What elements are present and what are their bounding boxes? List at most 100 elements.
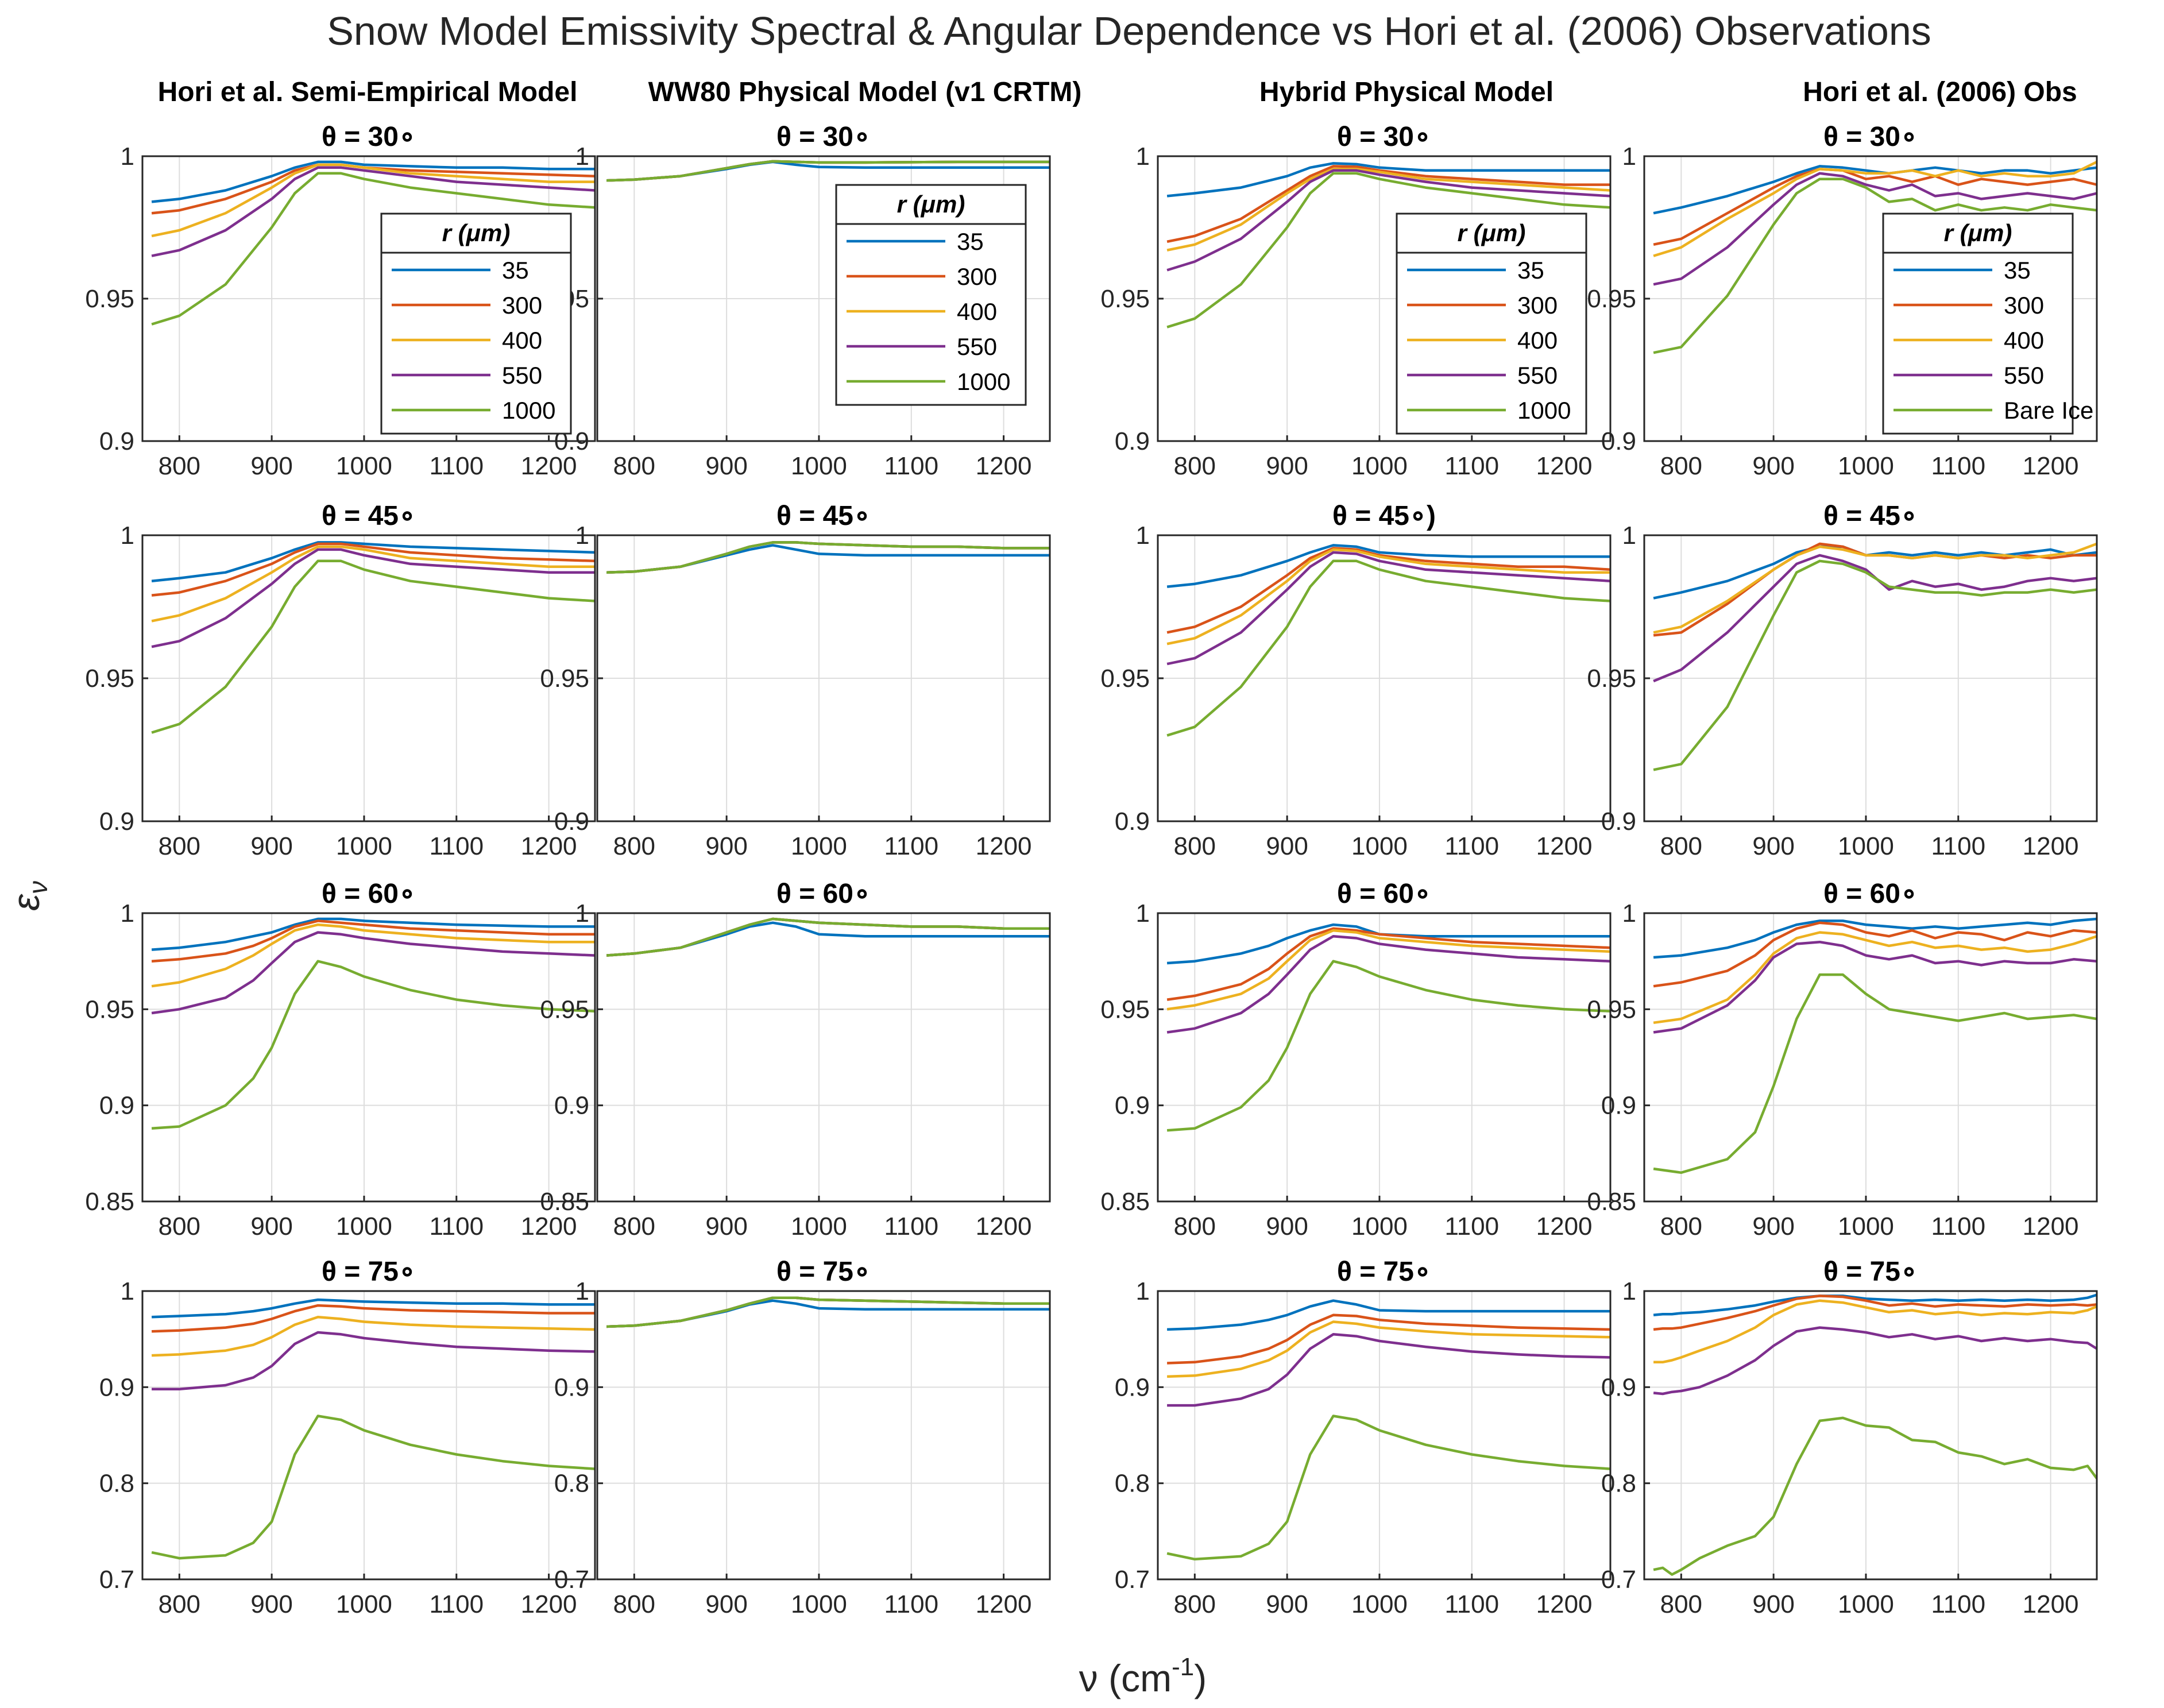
panel-r1c2-x-tick-label-4: 1200 xyxy=(1536,832,1593,860)
x-axis-label-superscript: -1 xyxy=(1172,1653,1194,1681)
panel-r2c1-series-1000 xyxy=(606,917,1050,957)
panel-r2c2-x-tick-label-0: 800 xyxy=(1174,1212,1216,1241)
panel-r3c3-series-550 xyxy=(1653,1326,2097,1396)
panel-r3c3-y-tick-label-1: 0.8 xyxy=(1601,1470,1636,1498)
panel-r1c1-x-tick-label-3: 1100 xyxy=(884,832,938,860)
panel-r3c1-x-tick-label-4: 1200 xyxy=(976,1590,1032,1618)
panel-r0c0-series-400 xyxy=(151,163,595,238)
panel-r0c1-legend-box xyxy=(835,184,1027,406)
panel-r3c3-title: θ = 75∘ xyxy=(1823,1257,1918,1287)
panel-r2c1-y-tick-label-3: 1 xyxy=(575,899,589,928)
panel-r1c0-x-tick-label-2: 1000 xyxy=(336,832,392,860)
panel-r0c3-x-tick-label-4: 1200 xyxy=(2023,452,2079,480)
panel-r0c0-series-35 xyxy=(151,160,595,203)
panel-r1c1-y-tick-label-0: 0.9 xyxy=(554,807,589,836)
legends-layer: r (μm) 35 300 400 550 1000 r (μm) 35 300 400 550 10… xyxy=(380,184,2093,435)
panel-r1c3-x-tick-label-3: 1100 xyxy=(1931,832,1985,860)
panel-r2c2-x-tick-label-1: 900 xyxy=(1266,1212,1308,1241)
panel-r3c2-y-tick-label-0: 0.7 xyxy=(1115,1566,1150,1594)
panel-r1c3-series-400 xyxy=(1653,542,2097,634)
panel-r2c0-x-tick-label-0: 800 xyxy=(159,1212,200,1241)
panel-r0c3-series-300 xyxy=(1653,168,2097,246)
panel-r2c2-y-tick-label-3: 1 xyxy=(1136,899,1150,928)
panel-r3c2-x-tick-label-2: 1000 xyxy=(1351,1590,1408,1618)
panel-r2c1-x-tick-label-0: 800 xyxy=(613,1212,655,1241)
panel-r0c3-x-tick-label-3: 1100 xyxy=(1931,452,1985,480)
panel-r3c2-y-tick-label-3: 1 xyxy=(1136,1277,1150,1305)
panel-r2c2-series-35 xyxy=(1166,923,1610,965)
panel-r0c2-legend: r (μm) 35 300 400 550 1000 xyxy=(1396,212,1587,435)
panel-r0c0-legend: r (μm) 35 300 400 550 1000 xyxy=(380,212,572,435)
panel-r0c2-series-550 xyxy=(1166,169,1610,272)
panel-r2c1-title: θ = 60∘ xyxy=(776,879,871,909)
panel-r3c0-axes-frame xyxy=(141,1290,596,1581)
panel-r0c2-series-400 xyxy=(1166,168,1610,252)
panel-r2c3-x-tick-label-2: 1000 xyxy=(1838,1212,1894,1241)
panel-r0c3-legend: r (μm) 35 300 400 550 Bare Ice xyxy=(1882,212,2093,435)
panel-r2c0-x-tick-label-2: 1000 xyxy=(336,1212,392,1241)
panel-r2c3-series-35 xyxy=(1653,917,2097,959)
panel-r0c3-y-tick-label-1: 0.95 xyxy=(1587,285,1636,313)
panel-r0c2-legend-label-4: 1000 xyxy=(1517,397,1571,424)
panel-r0c3-x-tick-label-0: 800 xyxy=(1660,452,1702,480)
panel-r1c1-title: θ = 45∘ xyxy=(776,501,871,531)
panel-r2c3-series-400 xyxy=(1653,931,2097,1025)
panel-r3c0-x-tick-label-3: 1100 xyxy=(429,1590,484,1618)
panel-r2c1-x-tick-label-4: 1200 xyxy=(976,1212,1032,1241)
panel-r3c0-y-tick-label-1: 0.8 xyxy=(99,1470,134,1498)
panel-r1c0-series-550 xyxy=(151,548,595,648)
panel-r3c2-y-tick-label-2: 0.9 xyxy=(1115,1373,1150,1401)
panel-r2c3-title: θ = 60∘ xyxy=(1823,879,1918,909)
panel-r1c0-x-tick-label-4: 1200 xyxy=(521,832,577,860)
panel-r2c2-series-550 xyxy=(1166,934,1610,1034)
panel-r2c0-x-tick-label-1: 900 xyxy=(250,1212,292,1241)
y-axis-label-subscript: ν xyxy=(23,881,53,894)
panel-r1c3-series-550 xyxy=(1653,554,2097,683)
panel-r3c0-series-35 xyxy=(152,1298,595,1319)
panel-r3c0-x-tick-label-4: 1200 xyxy=(521,1590,577,1618)
panel-r1c0-x-tick-label-3: 1100 xyxy=(429,832,484,860)
panel-r3c0-y-tick-label-3: 1 xyxy=(121,1277,134,1305)
panel-r1c1-y-tick-label-1: 0.95 xyxy=(540,664,589,693)
panel-r1c1-series-1000 xyxy=(606,541,1050,574)
panel-r3c3-x-tick-label-1: 900 xyxy=(1752,1590,1794,1618)
panel-r3c3-x-tick-label-2: 1000 xyxy=(1838,1590,1894,1618)
panel-r1c2-series-1000 xyxy=(1166,559,1610,737)
panel-r3c2-series-300 xyxy=(1167,1313,1610,1365)
panel-r2c3-series-300 xyxy=(1653,921,2097,988)
panel-r0c2-legend-label-1: 300 xyxy=(1517,292,1558,319)
panel-r0c2-y-tick-label-1: 0.95 xyxy=(1100,285,1150,313)
panel-r0c3-legend-label-0: 35 xyxy=(2004,257,2031,284)
panel-r2c1-x-tick-label-2: 1000 xyxy=(791,1212,847,1241)
panel-r0c1-x-tick-label-0: 800 xyxy=(613,452,655,480)
panel-r3c1-series-1000 xyxy=(606,1296,1050,1328)
panel-r0c1-legend-label-4: 1000 xyxy=(957,368,1010,395)
panel-r0c3-legend-title: r (μm) xyxy=(1944,219,2012,246)
panel-r2c2-y-tick-label-2: 0.95 xyxy=(1100,995,1150,1023)
panel-r1c3-y-tick-label-2: 1 xyxy=(1622,521,1636,550)
y-axis-label: εν xyxy=(5,881,53,911)
panel-r0c1-legend: r (μm) 35 300 400 550 1000 xyxy=(835,184,1027,406)
panel-r3c1-y-tick-label-1: 0.8 xyxy=(554,1470,589,1498)
panel-r3c3-x-tick-label-4: 1200 xyxy=(2023,1590,2079,1618)
panel-r0c2-title: θ = 30∘ xyxy=(1337,122,1431,152)
panel-r2c3-x-tick-label-3: 1100 xyxy=(1931,1212,1985,1241)
panel-r2c3-y-tick-label-3: 1 xyxy=(1622,899,1636,928)
panel-r2c0-series-1000 xyxy=(151,960,595,1130)
panel-r0c2-series-1000 xyxy=(1166,172,1610,329)
panel-r3c3-axes-frame xyxy=(1643,1290,2098,1581)
panel-r3c1-x-tick-label-3: 1100 xyxy=(884,1590,938,1618)
panel-r0c2-legend-title: r (μm) xyxy=(1458,219,1526,246)
panel-r0c0-series-550 xyxy=(151,166,595,257)
panel-r2c1-x-tick-label-3: 1100 xyxy=(884,1212,938,1241)
panel-r1c2-x-tick-label-2: 1000 xyxy=(1351,832,1408,860)
panel-r0c2-legend-box xyxy=(1396,212,1587,435)
panel-r2c0-axes-frame xyxy=(141,912,596,1203)
panel-r2c3-axes-frame xyxy=(1643,912,2098,1203)
panel-r2c3-y-tick-label-0: 0.85 xyxy=(1587,1188,1636,1216)
panel-r0c1-legend-label-1: 300 xyxy=(957,263,997,290)
panel-r3c2-title: θ = 75∘ xyxy=(1337,1257,1431,1287)
panel-r0c0-legend-label-4: 1000 xyxy=(502,397,555,424)
panel-r0c0-x-tick-label-1: 900 xyxy=(250,452,292,480)
panel-r2c3-y-tick-label-2: 0.95 xyxy=(1587,995,1636,1023)
